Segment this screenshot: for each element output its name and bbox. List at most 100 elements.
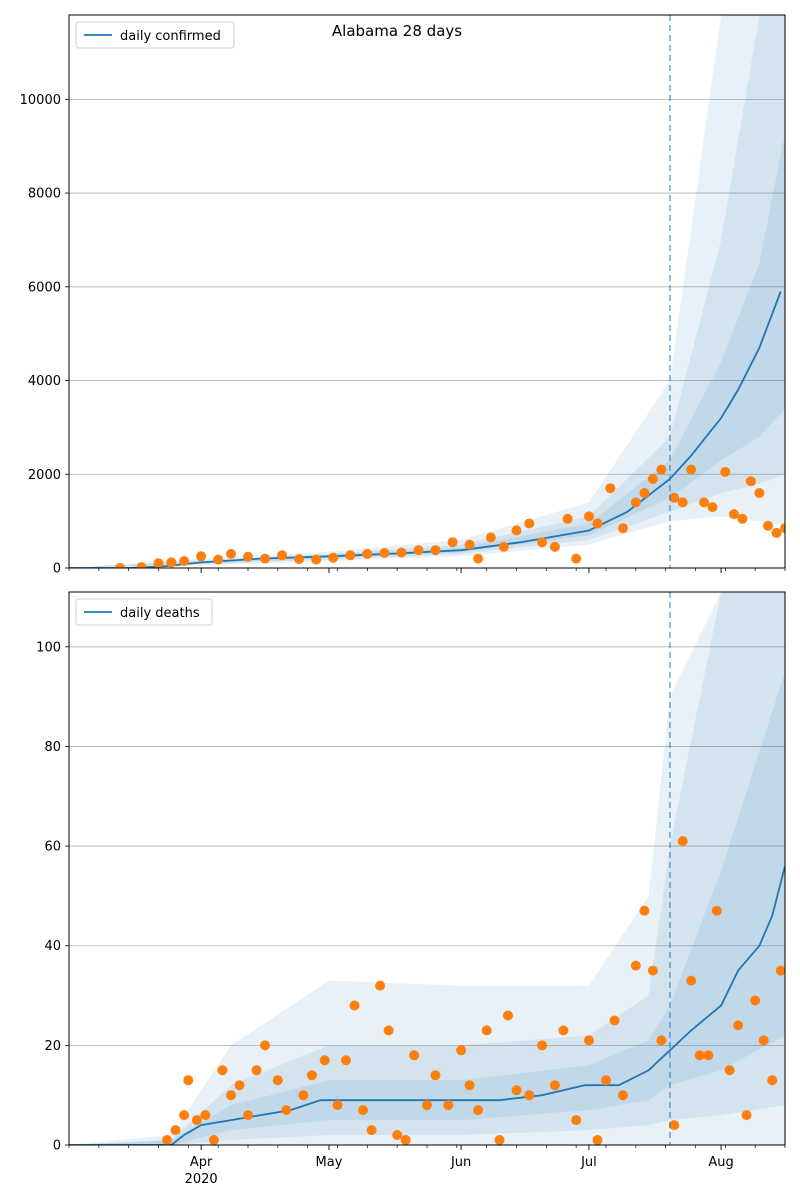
data-point [549, 1080, 560, 1091]
data-point [179, 1110, 190, 1121]
data-point [524, 1090, 535, 1101]
x-tick-label: Jul [580, 1155, 597, 1170]
data-point [443, 1100, 454, 1111]
x-tick-label: May [316, 1155, 343, 1170]
data-point [392, 1130, 403, 1140]
data-point [592, 1135, 603, 1145]
chart-title: Alabama 28 days [332, 22, 462, 40]
data-point [400, 1135, 411, 1145]
data-point [571, 553, 582, 564]
data-point [485, 532, 496, 543]
data-point [183, 1075, 194, 1086]
data-point [375, 980, 386, 991]
data-point [677, 497, 688, 508]
data-point [558, 1025, 569, 1036]
data-point [584, 511, 594, 522]
data-point [669, 492, 680, 503]
confirmed-panel: 0 2000 4000 6000 8000 10000 daily confirmed [20, 14, 786, 577]
data-point [686, 975, 697, 986]
data-point [699, 497, 709, 508]
data-point [669, 1120, 680, 1131]
data-point [537, 1040, 548, 1051]
x-tick-label: Apr [190, 1155, 213, 1170]
y-tick-label: 60 [44, 840, 61, 855]
data-point [200, 1110, 211, 1121]
y-tick-label: 100 [36, 640, 61, 655]
data-point [298, 1090, 309, 1101]
data-point [728, 509, 739, 520]
data-point [281, 1105, 292, 1116]
data-point [366, 1125, 377, 1136]
data-point [409, 1050, 420, 1061]
data-point [724, 1065, 735, 1076]
data-point [341, 1055, 351, 1066]
data-point [707, 502, 718, 513]
data-point [464, 1080, 475, 1091]
data-point [771, 527, 782, 538]
data-point [733, 1020, 744, 1031]
data-point [473, 553, 484, 564]
data-point [498, 541, 509, 552]
data-point [571, 1115, 582, 1126]
deaths-panel: 0 20 40 60 80 100 Apr 2020 May Jun Jul Aug daily dea… [36, 591, 786, 1187]
y-tick-label: 10000 [20, 93, 61, 108]
data-point [243, 551, 253, 562]
data-point [191, 1115, 202, 1126]
data-point [780, 523, 785, 534]
uncertainty-band [69, 592, 785, 1145]
plot-area [69, 15, 785, 568]
data-point [473, 1105, 484, 1116]
data-point [332, 1100, 343, 1111]
data-point [179, 556, 190, 566]
data-point [618, 523, 628, 534]
data-point [251, 1065, 262, 1076]
data-point [234, 1080, 245, 1091]
data-point [647, 965, 658, 976]
data-point [754, 488, 765, 498]
uncertainty-band [69, 592, 785, 1145]
data-point [272, 1075, 283, 1086]
legend: daily confirmed [75, 21, 235, 49]
y-tick-label: 40 [44, 939, 61, 954]
data-point [481, 1025, 492, 1036]
data-point [115, 563, 126, 568]
data-point [328, 552, 339, 563]
data-point [170, 1125, 181, 1136]
data-point [775, 965, 785, 976]
data-point [592, 518, 603, 529]
data-point [464, 539, 475, 550]
data-point [763, 520, 773, 531]
x-tick-label: Aug [708, 1155, 733, 1170]
data-point [511, 1085, 522, 1096]
data-point [677, 836, 688, 847]
data-point [609, 1015, 620, 1026]
data-point [562, 513, 573, 524]
data-point [601, 1075, 611, 1086]
data-point [656, 464, 667, 475]
data-point [294, 554, 305, 565]
y-tick-label: 4000 [28, 374, 61, 389]
y-tick-label: 80 [44, 740, 61, 755]
y-tick-label: 8000 [28, 187, 61, 202]
data-point [456, 1045, 467, 1056]
data-point [524, 518, 535, 529]
data-point [639, 488, 650, 498]
data-point [447, 537, 458, 548]
y-tick-label: 6000 [28, 280, 61, 295]
data-point [226, 1090, 236, 1101]
data-point [767, 1075, 778, 1086]
legend-box [75, 598, 213, 626]
data-point [605, 483, 616, 494]
data-point [243, 1110, 253, 1121]
data-point [260, 553, 270, 564]
data-point [260, 1040, 270, 1051]
data-point [430, 545, 441, 556]
uncertainty-band [69, 15, 785, 568]
data-point [162, 1135, 172, 1145]
data-point [737, 513, 748, 524]
series-line [69, 865, 785, 1145]
series-line [69, 291, 782, 568]
y-tick-label: 0 [53, 562, 61, 577]
data-point [358, 1105, 369, 1116]
data-point [422, 1100, 432, 1111]
